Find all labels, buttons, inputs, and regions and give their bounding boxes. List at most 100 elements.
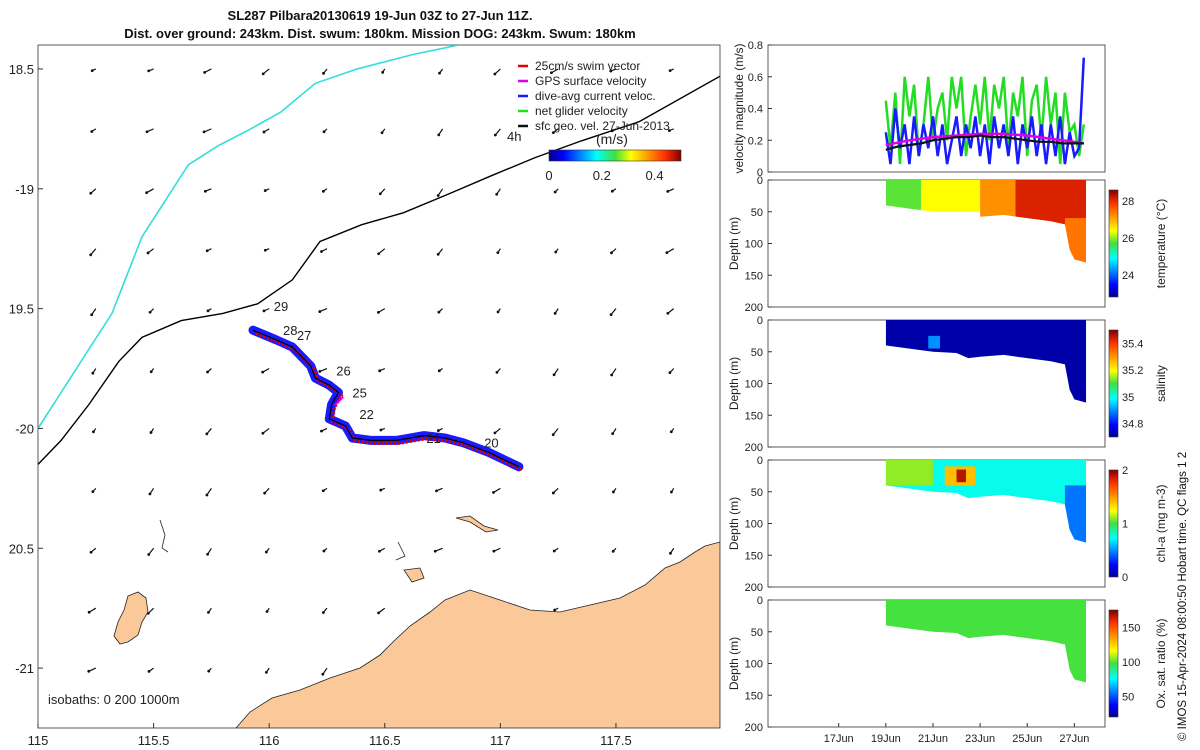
- current-vector-head: [147, 553, 151, 556]
- copyright-credit: © IMOS 15-Apr-2024 08:00:50 Hobart time.…: [1177, 451, 1189, 741]
- current-vector-head: [377, 611, 381, 615]
- time-tick-label: 25Jun: [1012, 733, 1042, 745]
- current-vector-head: [321, 611, 325, 614]
- map-y-tick-label: 20.5: [9, 541, 34, 556]
- current-vector-head: [149, 370, 153, 374]
- depth-panel-chla: 0 50 100 150 200 Depth (m) 2 1 0 chl-a (mg m-3): [727, 455, 1168, 594]
- current-vector: [38, 128, 39, 130]
- day-label: 21: [426, 431, 440, 446]
- temperature-field: [885, 180, 1087, 263]
- current-vector-head: [322, 130, 326, 134]
- current-vector-head: [87, 669, 91, 673]
- salinity-field-patch: [928, 335, 941, 349]
- legend-label: sfc geo. vel. 27-Jun-2013: [535, 119, 670, 133]
- current-vector-head: [668, 69, 672, 72]
- isobath-1000m: [38, 45, 459, 429]
- current-vector-head: [376, 311, 380, 314]
- current-vector-head: [203, 189, 207, 193]
- oxygen-y-tick-label: 150: [745, 690, 763, 702]
- oxygen-colorbar-tick-label: 100: [1122, 657, 1140, 669]
- current-vector-head: [90, 313, 94, 317]
- current-vector-head: [321, 489, 325, 493]
- current-vector-head: [89, 253, 93, 257]
- current-vector-head: [261, 431, 265, 435]
- current-vector-head: [435, 489, 438, 493]
- day-label: 22: [359, 407, 373, 422]
- current-vector-head: [205, 249, 209, 253]
- current-vector-head: [89, 550, 93, 554]
- current-vector-head: [665, 251, 669, 255]
- current-vector-head: [493, 133, 497, 137]
- current-vector-head: [669, 551, 672, 555]
- current-vector-head: [203, 70, 207, 74]
- current-vector-head: [32, 373, 35, 376]
- figure-title-line2: Dist. over ground: 243km. Dist. swum: 18…: [124, 26, 636, 41]
- current-vector-head: [90, 69, 94, 73]
- map-x-tick-label: 116: [259, 733, 280, 748]
- current-vector-head: [438, 71, 441, 75]
- salinity-colorbar-label: salinity: [1154, 365, 1168, 402]
- map-x-tick-label: 117: [490, 733, 511, 748]
- temperature-field-patch: [1015, 180, 1087, 225]
- current-vector-head: [436, 429, 440, 432]
- current-vector-head: [436, 194, 440, 197]
- oxygen-colorbar: [1108, 609, 1119, 718]
- current-vector-head: [91, 371, 95, 375]
- current-vector-head: [669, 430, 673, 434]
- current-vector-head: [145, 191, 149, 195]
- current-vector-head: [554, 250, 558, 254]
- current-vector-head: [552, 549, 556, 553]
- current-vector-head: [90, 130, 94, 133]
- glider-path: [252, 329, 520, 468]
- salinity-y-tick-label: 50: [751, 347, 763, 359]
- gps-velocity-mark: [334, 396, 345, 406]
- current-vector-head: [265, 610, 269, 613]
- current-vector-head: [381, 70, 385, 74]
- map-y-tick-label: -21: [15, 661, 34, 676]
- colorbar-tick-label: 0.2: [593, 168, 611, 183]
- current-vector-head: [551, 491, 555, 495]
- figure-title-line1: SL287 Pilbara20130619 19-Jun 03Z to 27-J…: [227, 8, 533, 23]
- temperature-colorbar-tick-label: 28: [1122, 196, 1134, 208]
- velocity-series-line: [884, 57, 1086, 165]
- current-vector-head: [550, 71, 553, 75]
- current-vector-head: [322, 549, 326, 553]
- temperature-colorbar-tick-label: 24: [1122, 270, 1134, 282]
- temperature-colorbar: [1108, 189, 1119, 298]
- current-vector-head: [320, 429, 323, 433]
- island-dot-2: [395, 541, 406, 561]
- chla-colorbar-tick-label: 2: [1122, 465, 1128, 477]
- current-vector-head: [378, 549, 381, 553]
- current-vector-head: [33, 489, 36, 492]
- chla-y-tick-label: 0: [757, 455, 763, 467]
- current-vector-head: [612, 490, 615, 494]
- current-vector-head: [611, 432, 615, 436]
- map-y-tick-label: -20: [15, 421, 34, 436]
- island-left: [113, 591, 149, 645]
- velocity-y-tick-label: 0: [757, 167, 763, 179]
- current-vector-head: [206, 552, 210, 556]
- day-label: 26: [336, 364, 350, 379]
- current-vector-head: [205, 432, 209, 436]
- time-tick-label: 19Jun: [871, 733, 901, 745]
- oxygen-y-label: Depth (m): [727, 637, 741, 690]
- current-vector-head: [670, 490, 673, 494]
- current-vector-head: [496, 310, 500, 314]
- current-vector-head: [87, 610, 91, 614]
- island-dot-1: [159, 519, 169, 553]
- chla-colorbar-tick-label: 1: [1122, 519, 1128, 531]
- map-x-tick-label: 116.5: [369, 733, 401, 748]
- current-vector-head: [205, 493, 209, 497]
- current-vector-head: [437, 310, 441, 314]
- current-vector-head: [34, 191, 37, 194]
- chla-y-tick-label: 200: [745, 582, 763, 594]
- current-vector-head: [433, 549, 437, 553]
- current-vector-head: [31, 609, 34, 612]
- current-vector-head: [437, 133, 441, 137]
- velocity-y-tick-label: 0.8: [748, 40, 763, 52]
- map-x-tick-label: 115: [28, 733, 49, 748]
- current-vector-head: [493, 431, 497, 435]
- temperature-field-patch: [921, 180, 981, 212]
